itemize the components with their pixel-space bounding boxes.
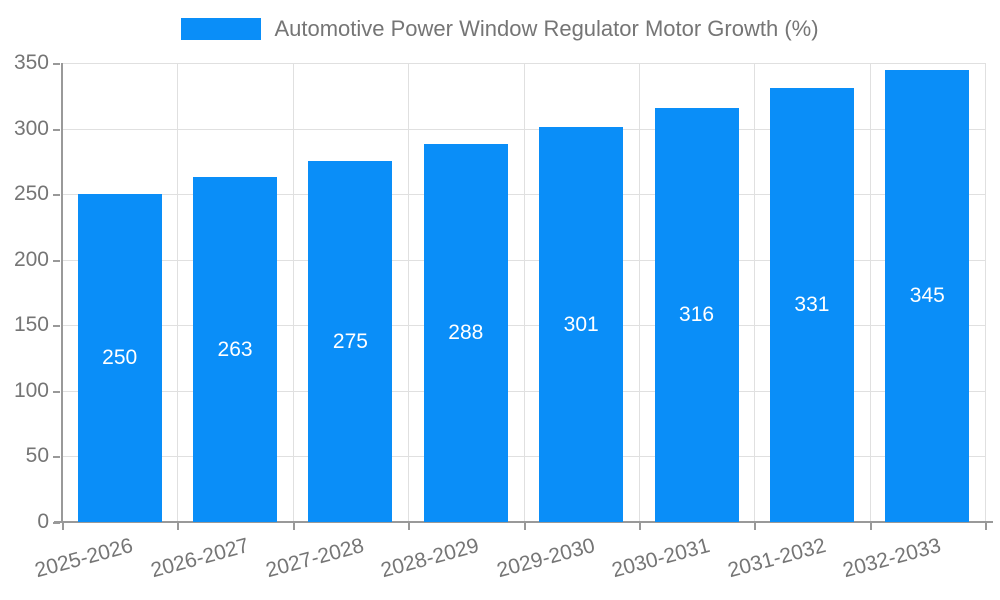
gridline-vertical [985,63,986,522]
x-axis-tick [292,522,295,530]
x-axis-tick [869,522,872,530]
bar[interactable]: 316 [654,107,739,522]
y-tick-label: 0 [37,510,49,533]
y-tick-label: 150 [13,313,49,337]
x-axis-tick [62,522,64,530]
x-tick-label: 2028-2029 [378,534,482,583]
x-tick-label: 2025-2026 [32,534,136,583]
bar[interactable]: 250 [77,194,162,522]
gridline-vertical [523,63,525,522]
x-axis-tick [177,522,180,530]
x-tick-label: 2029-2030 [494,534,598,583]
x-tick-label: 2031-2032 [724,534,828,583]
y-axis-tick [53,259,60,262]
y-axis-line [61,63,63,522]
legend-swatch[interactable] [181,18,262,40]
gridline-vertical [869,63,871,522]
bar-value-label: 275 [332,329,368,353]
bar-value-label: 250 [102,346,138,370]
legend-label[interactable]: Automotive Power Window Regulator Motor … [274,16,819,41]
bar[interactable]: 345 [885,69,970,522]
gridline-vertical [754,63,756,522]
bar-value-label: 345 [909,283,945,307]
y-axis-tick [53,128,60,131]
y-axis-tick [53,325,60,328]
x-axis-tick [754,522,757,530]
y-tick-label: 100 [13,378,49,402]
bar[interactable]: 301 [539,127,624,522]
bar-value-label: 288 [448,321,484,345]
bar[interactable]: 263 [193,177,278,522]
x-tick-label: 2027-2028 [263,534,367,583]
bar-value-label: 263 [217,337,253,361]
y-tick-label: 50 [25,444,49,468]
gridline-vertical [292,63,294,522]
x-tick-label: 2030-2031 [609,534,713,583]
gridline-vertical [408,63,410,522]
y-axis-tick [53,456,60,459]
x-tick-label: 2026-2027 [148,534,252,583]
y-tick-label: 300 [13,116,49,140]
bar-value-label: 316 [679,302,715,326]
y-tick-label: 250 [13,182,49,206]
gridline-vertical [177,63,179,522]
x-axis-line [54,521,993,523]
x-axis-tick [408,522,411,530]
x-axis-tick [523,522,526,530]
gridline-vertical [638,63,640,522]
bar[interactable]: 331 [769,87,854,522]
legend[interactable]: Automotive Power Window Regulator Motor … [0,16,1000,42]
y-axis-tick [53,522,60,524]
plot-area: 0 50 100 150 200 250 300 350 250 263 275 288 301 316 3… [14,51,993,582]
x-tick-label: 2032-2033 [840,534,944,583]
x-axis-tick [985,522,987,530]
y-axis-tick [53,63,60,65]
y-axis-tick [53,194,60,197]
y-axis-tick [53,390,60,393]
x-axis-tick [638,522,641,530]
bar-value-label: 301 [563,312,599,336]
bar-value-label: 331 [794,292,830,316]
bar[interactable]: 288 [423,144,508,522]
bar[interactable]: 275 [308,161,393,522]
y-tick-label: 350 [13,51,49,74]
y-tick-label: 200 [13,247,49,271]
